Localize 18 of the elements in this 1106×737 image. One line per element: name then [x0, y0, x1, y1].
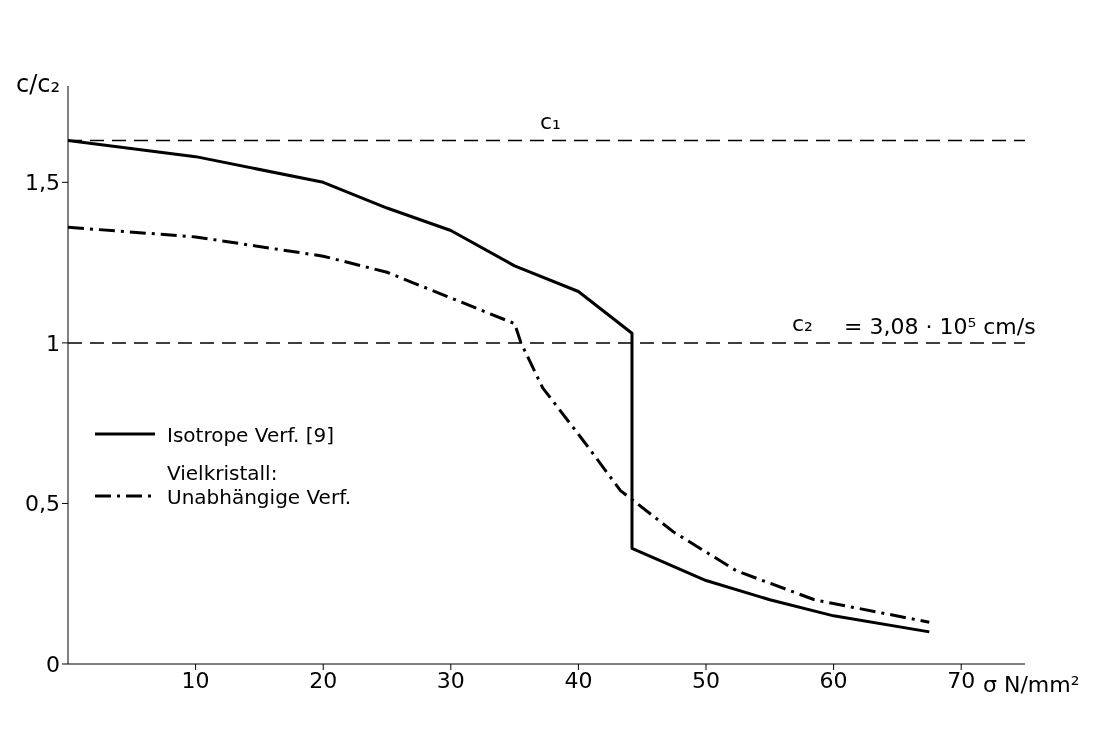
- y-axis-title: c/c₂: [16, 70, 61, 98]
- x-tick-label: 40: [564, 667, 593, 693]
- legend-label: Vielkristall: Unabhängige Verf.: [167, 461, 352, 509]
- x-tick-label: 50: [692, 667, 720, 693]
- x-tick-label: 20: [309, 667, 338, 693]
- ref-line-label: c₁: [540, 108, 561, 134]
- y-tick-label: 0: [46, 651, 60, 677]
- x-tick-label: 70: [947, 667, 976, 693]
- x-tick-label: 10: [181, 667, 210, 693]
- x-tick-label: 30: [436, 667, 465, 693]
- x-tick-label: 60: [819, 667, 848, 693]
- y-tick-label: 1,5: [25, 170, 60, 196]
- legend-label: Isotrope Verf. [9]: [167, 423, 335, 447]
- y-tick-label: 1: [46, 330, 60, 356]
- y-tick-label: 0,5: [25, 491, 60, 517]
- x-axis-title: σ N/mm²: [983, 672, 1080, 697]
- ref-line-label: c₂: [792, 310, 813, 336]
- annotation: = 3,08 · 10⁵ cm/s: [844, 314, 1036, 339]
